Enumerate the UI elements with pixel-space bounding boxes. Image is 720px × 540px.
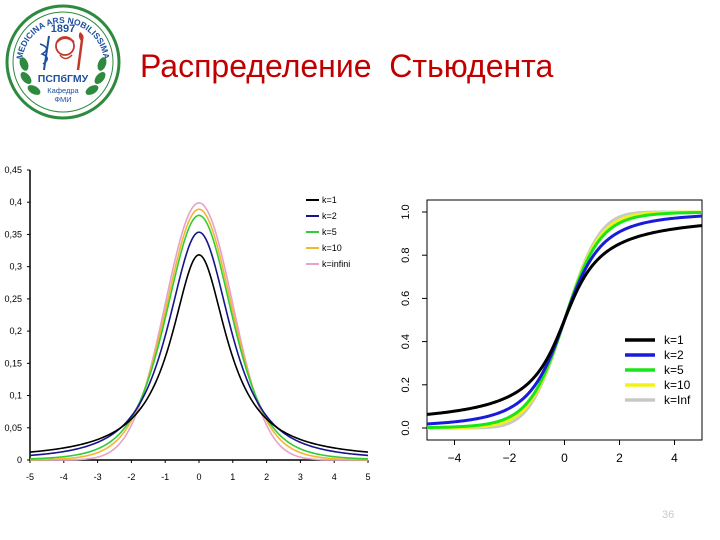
cdf-y-tick-label: 0.0 [400,420,412,435]
pdf-y-tick-label: 0,25 [4,294,22,304]
pdf-x-tick-label: 3 [298,472,303,482]
page-number: 36 [662,509,675,521]
pdf-legend-label: k=5 [322,227,337,237]
pdf-series-k=infini [30,202,368,461]
pdf-series-k=10 [29,208,369,461]
pdf-x-tick-label: 5 [365,472,370,482]
logo-org: ПСПбГМУ [38,73,89,85]
cdf-axes: 0.0 0.2 0.4 0.6 0.8 1.0 −4 −2 0 2 4 [400,204,678,465]
pdf-y-tick-label: 0,35 [4,229,22,239]
cdf-x-tick-label: −4 [448,451,462,465]
pdf-y-tick-label: 0,15 [4,358,22,368]
cdf-y-tick-label: 0.8 [400,248,412,263]
profile-head-icon [55,36,75,60]
pdf-x-tick-label: -2 [127,472,135,482]
torch-icon [76,32,84,71]
cdf-x-tick-label: 2 [616,451,623,465]
pdf-legend: k=1 k=2 k=5 k=10 k=infini [306,195,350,269]
cdf-x-tick-label: 0 [561,451,568,465]
laurel-icon [19,57,107,95]
pdf-x-tick-label: -3 [94,472,102,482]
pdf-y-tick-label: 0 [17,455,22,465]
cdf-y-tick-label: 0.4 [400,334,412,349]
pdf-y-tick-label: 0,3 [9,262,22,272]
cdf-legend-label: k=2 [664,348,684,362]
slide-title: Распределение Стьюдента [140,48,554,84]
student-cdf-chart: 0.0 0.2 0.4 0.6 0.8 1.0 −4 −2 0 2 4 k=1k=2k=5k=10k=… [400,199,703,465]
pdf-x-tick-label: 4 [332,472,337,482]
pdf-series-k=2 [29,231,369,457]
cdf-legend-label: k=5 [664,363,684,377]
cdf-legend: k=1k=2k=5k=10k=Inf [625,333,691,407]
pdf-x-tick-label: -1 [161,472,169,482]
logo-inner-ring [12,11,114,113]
cdf-y-tick-label: 0.6 [400,291,412,306]
pdf-axes: 0 0,05 0,1 0,15 0,2 0,25 0,3 0,35 0,4 0,45 -5 -4 -3 -… [4,165,370,482]
cdf-series-k=1 [426,224,703,416]
pdf-legend-label: k=10 [322,243,342,253]
logo-dept-line1: Кафедра [47,86,79,95]
cdf-x-tick-label: 4 [671,451,678,465]
cdf-y-tick-label: 1.0 [400,204,412,219]
pdf-legend-label: k=2 [322,211,337,221]
pdf-x-tick-label: 1 [230,472,235,482]
pdf-x-tick-label: -5 [26,472,34,482]
student-pdf-chart: 0 0,05 0,1 0,15 0,2 0,25 0,3 0,35 0,4 0,45 -5 -4 -3 -… [4,165,370,482]
pdf-series-k=5 [29,214,369,460]
pdf-y-tick-label: 0,05 [4,423,22,433]
cdf-legend-label: k=1 [664,333,684,347]
pdf-y-tick-label: 0,45 [4,165,22,175]
pdf-y-tick-label: 0,2 [9,326,22,336]
cdf-y-tick-label: 0.2 [400,377,412,392]
pdf-y-tick-label: 0,4 [9,197,22,207]
pdf-x-tick-label: 2 [264,472,269,482]
caduceus-icon [39,35,50,71]
cdf-x-tick-label: −2 [503,451,517,465]
logo-dept-line2: ФМИ [54,95,71,104]
pdf-y-tick-label: 0,1 [9,391,22,401]
pdf-legend-label: k=infini [322,259,350,269]
cdf-legend-label: k=Inf [664,393,691,407]
pdf-x-tick-label: 0 [196,472,201,482]
pdf-legend-label: k=1 [322,195,337,205]
pdf-series-k=1 [29,254,369,453]
logo-year: 1897 [51,23,75,35]
cdf-legend-label: k=10 [664,378,691,392]
university-logo: MEDICINA ARS NOBILISSIMA 1897 ПСПбГМУ Ка… [5,4,121,120]
pdf-x-tick-label: -4 [60,472,68,482]
